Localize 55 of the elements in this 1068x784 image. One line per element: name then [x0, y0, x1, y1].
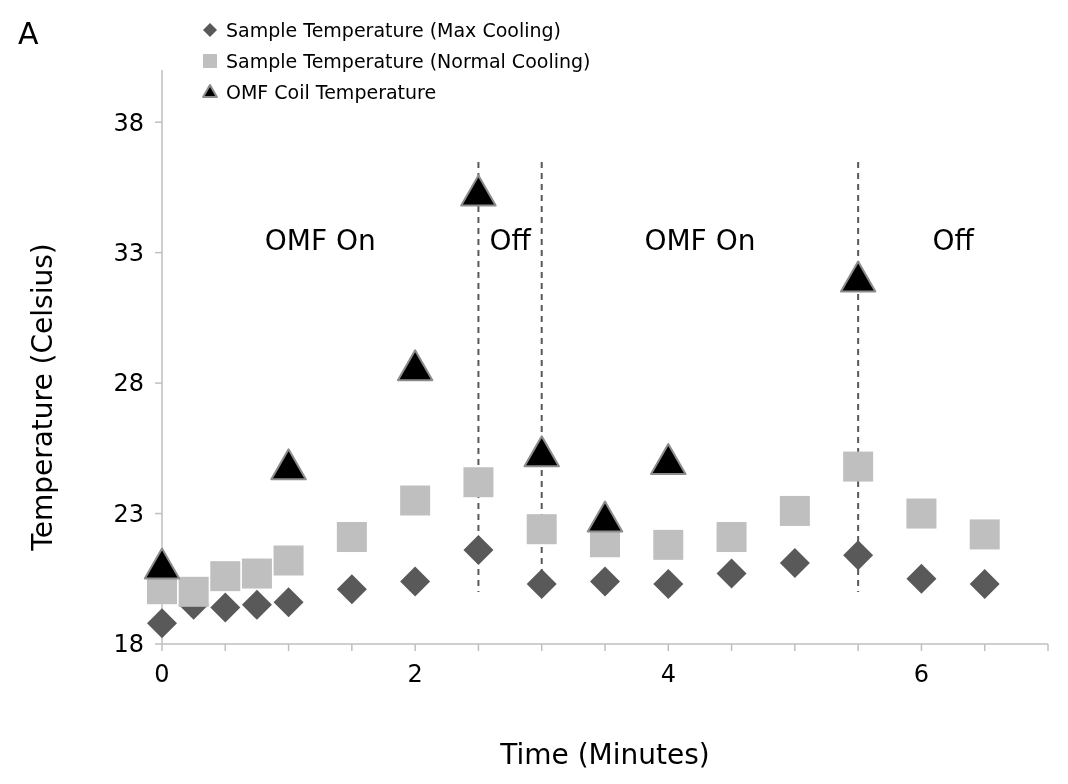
point [969, 568, 1000, 599]
point [241, 558, 272, 589]
y-axis-title: Temperature (Celsius) [26, 243, 59, 552]
point [653, 568, 684, 599]
legend-label: Sample Temperature (Normal Cooling) [226, 49, 591, 72]
point [906, 563, 937, 594]
x-tick-label: 6 [913, 660, 930, 688]
point [653, 529, 684, 560]
point [779, 548, 810, 579]
point [716, 522, 747, 553]
legend-label: OMF Coil Temperature [226, 80, 437, 103]
annotation: Off [932, 224, 975, 257]
point [147, 608, 177, 639]
legend-label: Sample Temperature (Max Cooling) [226, 18, 561, 41]
point [270, 448, 307, 481]
y-tick-label: 18 [113, 630, 144, 659]
point [839, 260, 877, 293]
point [650, 443, 687, 476]
point [463, 535, 494, 566]
point [400, 485, 431, 516]
point [526, 514, 557, 545]
point [969, 519, 1000, 550]
point [590, 566, 620, 597]
point [523, 435, 560, 468]
point [336, 522, 367, 553]
point [843, 451, 874, 482]
point [210, 592, 241, 623]
point [586, 500, 624, 533]
x-tick-label: 4 [660, 660, 676, 688]
x-tick-label: 2 [407, 660, 423, 688]
point [396, 349, 434, 382]
point [273, 587, 304, 618]
point [336, 574, 367, 605]
point [178, 576, 209, 607]
point [779, 495, 810, 526]
point [400, 566, 431, 597]
y-tick-label: 23 [113, 499, 144, 528]
x-axis-title: Time (Minutes) [499, 738, 710, 771]
y-tick-label: 38 [113, 108, 144, 137]
y-tick-label: 28 [113, 369, 144, 398]
point [906, 498, 937, 529]
point [463, 467, 494, 498]
point [460, 174, 497, 207]
point [526, 568, 557, 599]
text: A [18, 16, 39, 51]
y-tick-label: 33 [113, 239, 144, 268]
point [273, 545, 304, 576]
point [210, 561, 241, 592]
annotation: Off [489, 224, 532, 257]
point [843, 540, 874, 571]
annotation: OMF On [644, 224, 756, 257]
point [716, 558, 747, 589]
x-tick-label: 0 [154, 660, 170, 688]
annotation: OMF On [264, 224, 376, 257]
point [241, 589, 272, 620]
